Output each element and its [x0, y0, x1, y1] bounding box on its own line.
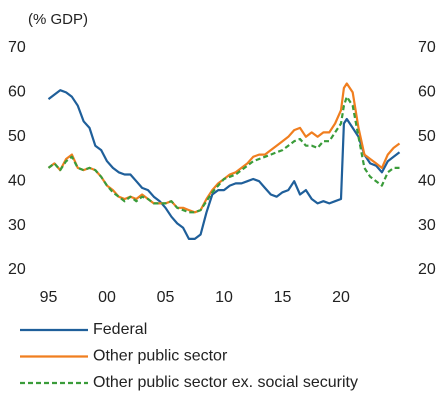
legend-label: Other public sector — [93, 348, 228, 365]
series-line — [47, 82, 401, 214]
x-tick-label: 10 — [215, 289, 233, 306]
x-tick-label: 00 — [98, 289, 116, 306]
y2-tick-label: 30 — [418, 217, 436, 234]
y-tick-label: 40 — [8, 172, 26, 189]
y-tick-label: 20 — [8, 261, 26, 278]
x-tick-label: 05 — [157, 289, 175, 306]
chart-subtitle: (% GDP) — [28, 11, 88, 28]
legend-label: Federal — [93, 321, 147, 338]
series-line — [47, 89, 401, 240]
x-tick-label: 95 — [40, 289, 58, 306]
y-tick-label: 60 — [8, 84, 26, 101]
y2-tick-label: 60 — [418, 84, 436, 101]
x-tick-label: 20 — [332, 289, 350, 306]
y-tick-label: 70 — [8, 39, 26, 56]
y-tick-label: 50 — [8, 128, 26, 145]
x-tick-label: 15 — [274, 289, 292, 306]
y2-tick-label: 40 — [418, 172, 436, 189]
series-line — [47, 95, 400, 214]
y-tick-label: 30 — [8, 217, 26, 234]
legend-label: Other public sector ex. social security — [93, 374, 358, 391]
y2-tick-label: 20 — [418, 261, 436, 278]
y2-tick-label: 70 — [418, 39, 436, 56]
y2-tick-label: 50 — [418, 128, 436, 145]
